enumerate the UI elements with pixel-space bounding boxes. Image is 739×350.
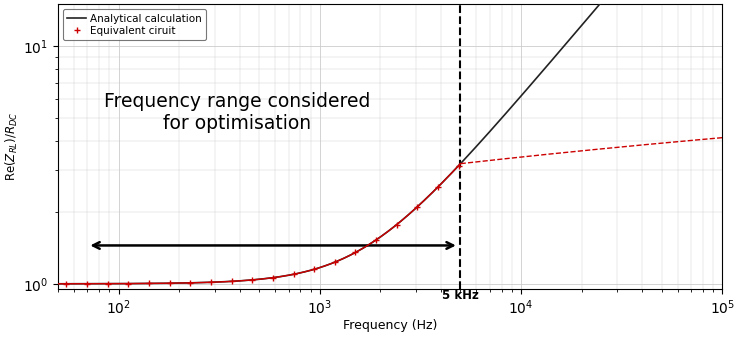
Equivalent ciruit (413, 205, 422, 209)
Analytical calculation (337, 257, 346, 261)
Equivalent ciruit (206, 280, 215, 284)
Equivalent ciruit (185, 281, 194, 285)
Equivalent ciruit (289, 272, 298, 276)
Equivalent ciruit (248, 278, 256, 282)
Equivalent ciruit (62, 282, 71, 286)
Text: Frequency range considered
for optimisation: Frequency range considered for optimisat… (104, 92, 370, 133)
Analytical calculation (129, 281, 138, 286)
Equivalent ciruit (103, 282, 112, 286)
Equivalent ciruit (268, 275, 277, 280)
Analytical calculation (54, 282, 63, 286)
Equivalent ciruit (83, 282, 92, 286)
Equivalent ciruit (310, 267, 319, 271)
Equivalent ciruit (145, 281, 154, 286)
Line: Analytical calculation: Analytical calculation (58, 0, 722, 284)
X-axis label: Frequency (Hz): Frequency (Hz) (343, 319, 437, 332)
Legend: Analytical calculation, Equivalent ciruit: Analytical calculation, Equivalent cirui… (64, 9, 206, 40)
Text: 5 kHz: 5 kHz (442, 289, 479, 302)
Equivalent ciruit (351, 250, 360, 254)
Equivalent ciruit (166, 281, 174, 285)
Equivalent ciruit (392, 223, 401, 227)
Equivalent ciruit (227, 279, 236, 284)
Equivalent ciruit (330, 260, 339, 264)
Equivalent ciruit (372, 238, 381, 242)
Analytical calculation (308, 268, 317, 272)
Y-axis label: Re($Z_{RL}$)/$R_{DC}$: Re($Z_{RL}$)/$R_{DC}$ (4, 112, 20, 181)
Equivalent ciruit (454, 163, 463, 168)
Line: Equivalent ciruit: Equivalent ciruit (63, 162, 462, 287)
Analytical calculation (168, 281, 177, 285)
Equivalent ciruit (434, 185, 443, 189)
Equivalent ciruit (124, 281, 133, 286)
